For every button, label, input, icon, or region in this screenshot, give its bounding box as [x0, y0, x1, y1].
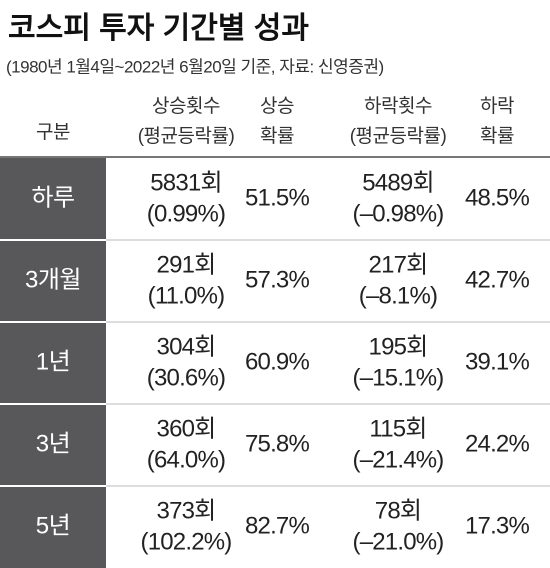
- column-header: 상승: [260, 95, 294, 117]
- row-label: 5년: [36, 512, 70, 539]
- up-probability: 82.7%: [245, 512, 310, 539]
- column-header: 구분: [36, 122, 70, 143]
- label-column: [0, 158, 106, 568]
- up-count: 291회: [157, 251, 216, 278]
- column-header: 확률: [260, 125, 294, 147]
- row-label: 1년: [36, 348, 70, 375]
- up-count: 5831회: [150, 169, 221, 196]
- up-probability: 60.9%: [245, 348, 310, 375]
- column-header: 하락횟수: [364, 95, 432, 117]
- row-label: 3개월: [25, 266, 81, 293]
- down-count: 217회: [369, 251, 428, 278]
- down-probability: 39.1%: [465, 348, 530, 375]
- down-probability: 42.7%: [465, 266, 530, 293]
- down-average: (–8.1%): [359, 282, 437, 309]
- down-probability: 48.5%: [465, 184, 530, 211]
- down-average: (–0.98%): [353, 200, 444, 227]
- down-probability: 17.3%: [465, 512, 530, 539]
- up-probability: 51.5%: [245, 184, 310, 211]
- down-count: 78회: [375, 497, 421, 524]
- column-header: 상승횟수: [152, 95, 220, 117]
- up-average: (0.99%): [147, 200, 225, 227]
- column-header: 하락: [480, 95, 514, 117]
- up-average: (64.0%): [147, 446, 225, 473]
- down-count: 115회: [369, 415, 426, 442]
- down-average: (–21.0%): [353, 528, 444, 555]
- down-average: (–21.4%): [353, 446, 444, 473]
- up-average: (30.6%): [147, 364, 225, 391]
- row-label: 3년: [36, 430, 70, 457]
- down-probability: 24.2%: [465, 430, 530, 457]
- up-count: 304회: [157, 333, 216, 360]
- column-header: 확률: [480, 125, 514, 147]
- column-header: (평균등락률): [138, 125, 235, 147]
- up-count: 360회: [157, 415, 216, 442]
- row-label: 하루: [31, 184, 74, 211]
- subtitle: (1980년 1월4일~2022년 6월20일 기준, 자료: 신영증권): [6, 57, 384, 76]
- up-probability: 75.8%: [245, 430, 310, 457]
- title: 코스피 투자 기간별 성과: [8, 12, 309, 45]
- up-probability: 57.3%: [245, 266, 310, 293]
- column-header: (평균등락률): [350, 125, 447, 147]
- down-count: 5489회: [362, 169, 433, 196]
- up-count: 373회: [157, 497, 216, 524]
- down-count: 195회: [369, 333, 428, 360]
- up-average: (11.0%): [148, 282, 225, 309]
- up-average: (102.2%): [141, 528, 232, 555]
- down-average: (–15.1%): [353, 364, 444, 391]
